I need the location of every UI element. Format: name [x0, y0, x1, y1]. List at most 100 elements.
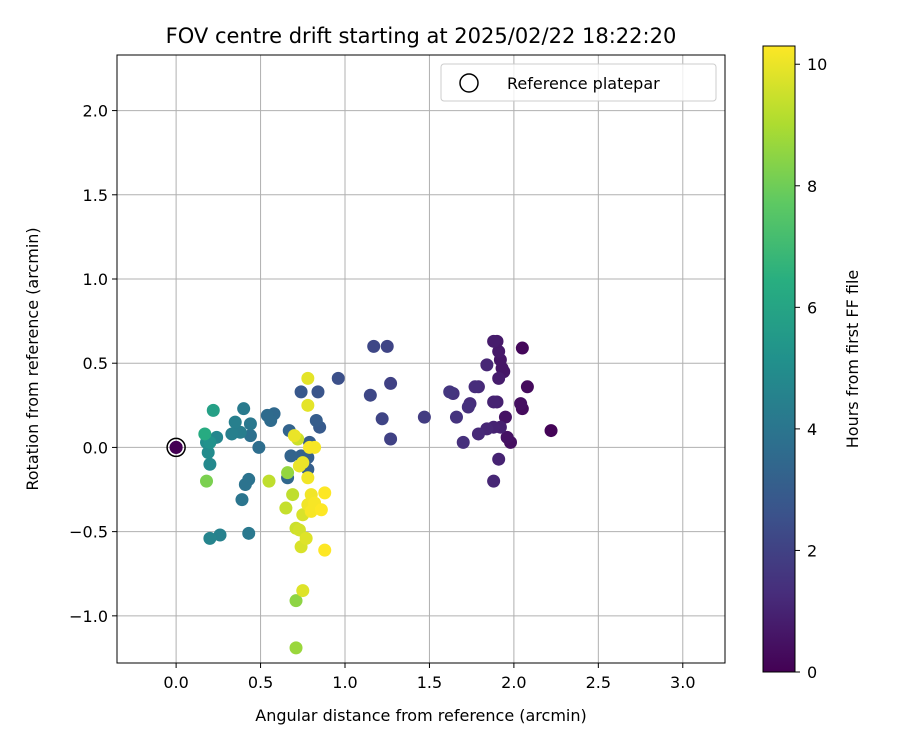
- scatter-point: [492, 344, 506, 358]
- scatter-point: [487, 334, 501, 348]
- scatter-point: [331, 371, 345, 385]
- scatter-point: [279, 501, 293, 515]
- colorbar-tick-label: 6: [807, 298, 817, 317]
- colorbar-gradient: [763, 46, 795, 672]
- scatter-point: [286, 488, 300, 502]
- legend-box: [440, 63, 717, 102]
- scatter-point: [492, 371, 506, 385]
- scatter-point: [480, 358, 494, 372]
- scatter-point: [301, 371, 315, 385]
- scatter-point: [514, 397, 528, 411]
- scatter-point: [449, 410, 463, 424]
- scatter-point: [243, 417, 257, 431]
- scatter-point: [299, 531, 313, 545]
- scatter-point: [301, 471, 315, 485]
- plot-area-background: [117, 55, 725, 663]
- y-tick-label: −0.5: [69, 523, 108, 542]
- scatter-point: [225, 427, 239, 441]
- scatter-points: [169, 334, 558, 655]
- scatter-point: [296, 456, 310, 470]
- scatter-point: [515, 341, 529, 355]
- colorbar: 0 2 4 6 8 10 Hours from first FF file: [762, 45, 862, 682]
- scatter-point: [237, 402, 251, 416]
- scatter-point: [243, 429, 257, 443]
- reference-point: [169, 440, 183, 454]
- x-tick-label: 1.5: [417, 673, 442, 692]
- colorbar-tick-label: 2: [807, 541, 817, 560]
- scatter-point: [235, 493, 249, 507]
- scatter-point: [461, 400, 475, 414]
- scatter-point: [492, 452, 506, 466]
- y-tick-label: 0.0: [83, 438, 108, 457]
- scatter-point: [309, 413, 323, 427]
- legend-entry-reference: Reference platepar: [507, 74, 660, 93]
- scatter-point: [456, 435, 470, 449]
- y-axis-ticks: −1.0 −0.5 0.0 0.5 1.0 1.5 2.0: [69, 102, 117, 626]
- y-tick-label: 1.5: [83, 186, 108, 205]
- scatter-point: [242, 526, 256, 540]
- legend: Reference platepar: [440, 63, 717, 102]
- scatter-point: [375, 412, 389, 426]
- scatter-point: [500, 430, 514, 444]
- y-tick-label: −1.0: [69, 607, 108, 626]
- y-axis-label: Rotation from reference (arcmin): [23, 227, 42, 490]
- colorbar-tick-label: 8: [807, 177, 817, 196]
- scatter-point: [289, 641, 303, 655]
- x-tick-label: 1.0: [332, 673, 357, 692]
- scatter-point: [471, 427, 485, 441]
- colorbar-frame: [762, 45, 796, 673]
- scatter-point: [544, 424, 558, 438]
- scatter-point: [487, 395, 501, 409]
- colorbar-tick-label: 0: [807, 663, 817, 682]
- scatter-point: [303, 440, 317, 454]
- x-tick-label: 3.0: [670, 673, 695, 692]
- colorbar-label: Hours from first FF file: [843, 270, 862, 449]
- scatter-point: [262, 474, 276, 488]
- scatter-point: [468, 380, 482, 394]
- scatter-point: [384, 432, 398, 446]
- scatter-point: [520, 380, 534, 394]
- scatter-point: [384, 376, 398, 390]
- scatter-point: [203, 457, 217, 471]
- scatter-point: [314, 503, 328, 517]
- x-axis-label: Angular distance from reference (arcmin): [255, 706, 586, 725]
- scatter-point: [487, 474, 501, 488]
- reference-ring: [166, 437, 186, 458]
- scatter-point: [363, 388, 377, 402]
- scatter-point: [198, 427, 212, 441]
- scatter-point: [498, 410, 512, 424]
- scatter-point: [252, 440, 266, 454]
- scatter-point: [318, 543, 332, 557]
- scatter-point: [260, 408, 274, 422]
- scatter-point: [311, 385, 325, 399]
- scatter-point: [206, 403, 220, 417]
- y-tick-label: 2.0: [83, 102, 108, 121]
- colorbar-tick-label: 10: [807, 55, 827, 74]
- scatter-point: [213, 528, 227, 542]
- x-tick-label: 2.0: [501, 673, 526, 692]
- colorbar-tick-label: 4: [807, 420, 817, 439]
- x-tick-label: 0.5: [248, 673, 273, 692]
- scatter-point: [287, 429, 301, 443]
- scatter-point: [296, 584, 310, 598]
- scatter-point: [238, 477, 252, 491]
- scatter-point: [203, 531, 217, 545]
- y-tick-label: 0.5: [83, 354, 108, 373]
- scatter-point: [200, 474, 214, 488]
- scatter-point: [301, 398, 315, 412]
- x-axis-ticks: 0.0 0.5 1.0 1.5 2.0 2.5 3.0: [163, 663, 696, 692]
- reference-marker: [166, 437, 186, 458]
- plot-area-frame: [116, 54, 726, 664]
- scatter-point: [417, 410, 431, 424]
- scatter-point: [318, 486, 332, 500]
- scatter-point: [443, 385, 457, 399]
- y-tick-label: 1.0: [83, 270, 108, 289]
- scatter-point: [380, 339, 394, 353]
- legend-marker-reference: [459, 73, 479, 93]
- scatter-point: [228, 415, 242, 429]
- grid-lines: [117, 55, 725, 663]
- scatter-point: [289, 594, 303, 608]
- scatter-point: [201, 445, 215, 459]
- colorbar-ticks: 0 2 4 6 8 10: [795, 55, 827, 682]
